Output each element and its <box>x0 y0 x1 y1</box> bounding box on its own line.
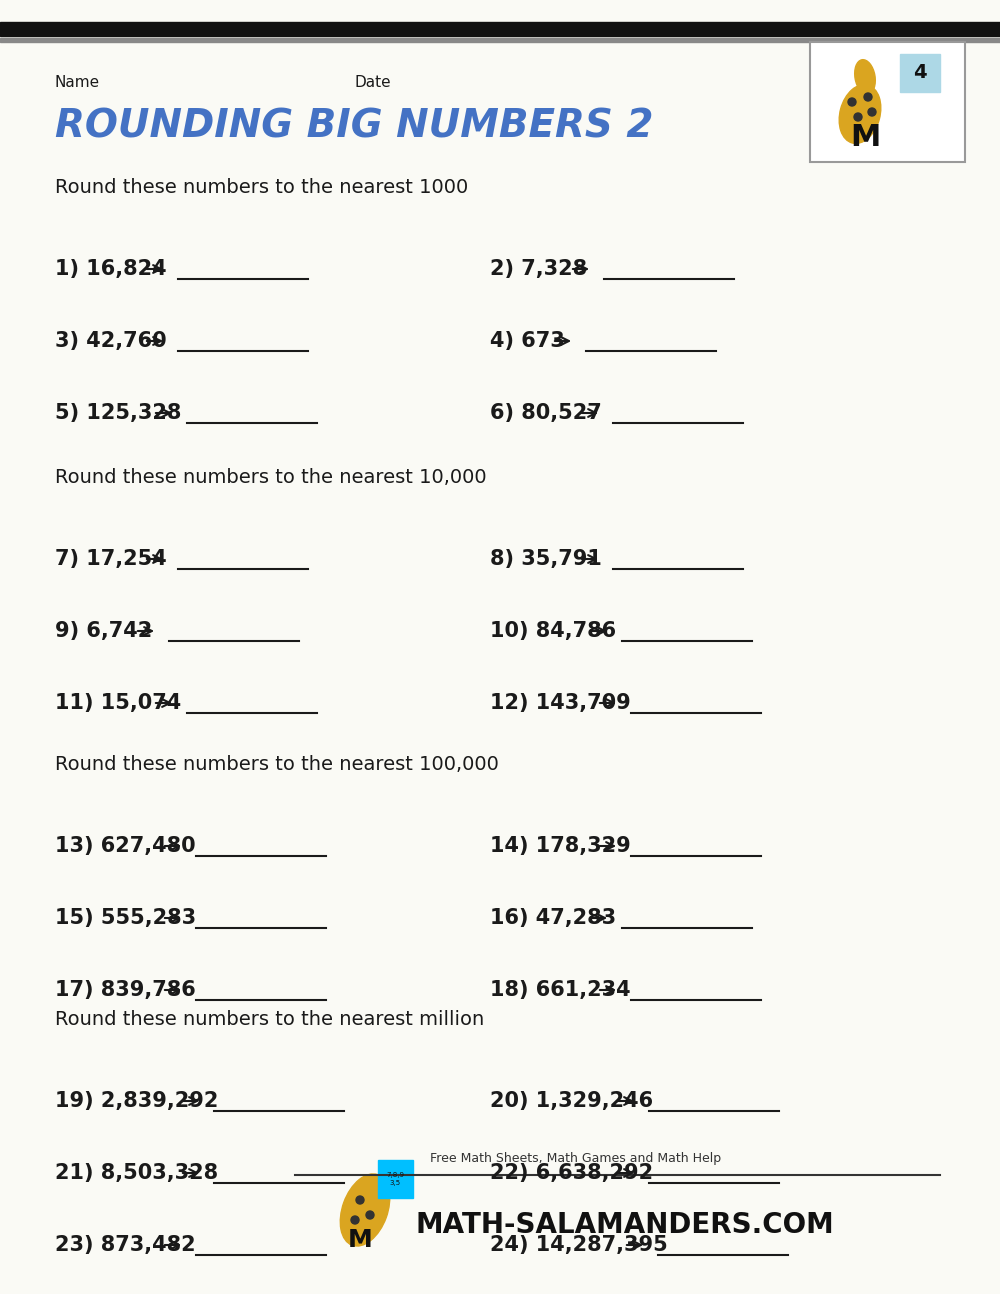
Ellipse shape <box>855 60 875 94</box>
Text: 9) 6,742: 9) 6,742 <box>55 621 152 641</box>
Text: MATH-SALAMANDERS.COM: MATH-SALAMANDERS.COM <box>415 1211 834 1238</box>
Ellipse shape <box>839 84 881 144</box>
Text: 4: 4 <box>913 63 927 83</box>
Text: 6) 80,527: 6) 80,527 <box>490 402 602 423</box>
Text: ROUNDING BIG NUMBERS 2: ROUNDING BIG NUMBERS 2 <box>55 107 653 146</box>
Text: Round these numbers to the nearest 1000: Round these numbers to the nearest 1000 <box>55 179 468 197</box>
Text: 7,8,9
3,5: 7,8,9 3,5 <box>386 1172 404 1185</box>
Text: Name: Name <box>55 75 100 91</box>
Text: 5) 125,328: 5) 125,328 <box>55 402 181 423</box>
Text: 10) 84,786: 10) 84,786 <box>490 621 616 641</box>
Text: 2) 7,328: 2) 7,328 <box>490 259 587 280</box>
Text: 7) 17,254: 7) 17,254 <box>55 549 167 569</box>
Text: 1) 16,824: 1) 16,824 <box>55 259 167 280</box>
Ellipse shape <box>340 1174 390 1246</box>
Bar <box>900 54 940 92</box>
Bar <box>0 38 1000 41</box>
Text: Free Math Sheets, Math Games and Math Help: Free Math Sheets, Math Games and Math He… <box>430 1152 721 1165</box>
Text: 11) 15,074: 11) 15,074 <box>55 694 181 713</box>
Text: 19) 2,839,292: 19) 2,839,292 <box>55 1091 218 1112</box>
Text: 23) 873,482: 23) 873,482 <box>55 1234 196 1255</box>
Text: 8) 35,791: 8) 35,791 <box>490 549 602 569</box>
Text: 13) 627,480: 13) 627,480 <box>55 836 196 857</box>
Bar <box>378 1159 413 1198</box>
Circle shape <box>356 1196 364 1203</box>
Text: Round these numbers to the nearest 10,000: Round these numbers to the nearest 10,00… <box>55 468 487 487</box>
Bar <box>810 41 965 162</box>
Text: 22) 6,638,292: 22) 6,638,292 <box>490 1163 653 1183</box>
Text: 16) 47,283: 16) 47,283 <box>490 908 616 928</box>
Text: Round these numbers to the nearest million: Round these numbers to the nearest milli… <box>55 1011 484 1029</box>
Text: Date: Date <box>355 75 392 91</box>
Text: 18) 661,234: 18) 661,234 <box>490 980 631 1000</box>
Text: 3) 42,760: 3) 42,760 <box>55 331 167 351</box>
Text: 24) 14,287,395: 24) 14,287,395 <box>490 1234 668 1255</box>
Circle shape <box>351 1216 359 1224</box>
Text: 21) 8,503,328: 21) 8,503,328 <box>55 1163 218 1183</box>
Circle shape <box>864 93 872 101</box>
Bar <box>0 22 1000 36</box>
Text: M: M <box>348 1228 372 1253</box>
Circle shape <box>366 1211 374 1219</box>
Text: 12) 143,709: 12) 143,709 <box>490 694 631 713</box>
Text: 14) 178,329: 14) 178,329 <box>490 836 631 857</box>
Text: 15) 555,283: 15) 555,283 <box>55 908 196 928</box>
Circle shape <box>868 107 876 116</box>
Text: M: M <box>850 123 880 151</box>
Text: 20) 1,329,246: 20) 1,329,246 <box>490 1091 653 1112</box>
Text: 4) 673: 4) 673 <box>490 331 565 351</box>
Circle shape <box>854 113 862 122</box>
Circle shape <box>848 98 856 106</box>
Text: Round these numbers to the nearest 100,000: Round these numbers to the nearest 100,0… <box>55 754 499 774</box>
Text: 17) 839,786: 17) 839,786 <box>55 980 196 1000</box>
